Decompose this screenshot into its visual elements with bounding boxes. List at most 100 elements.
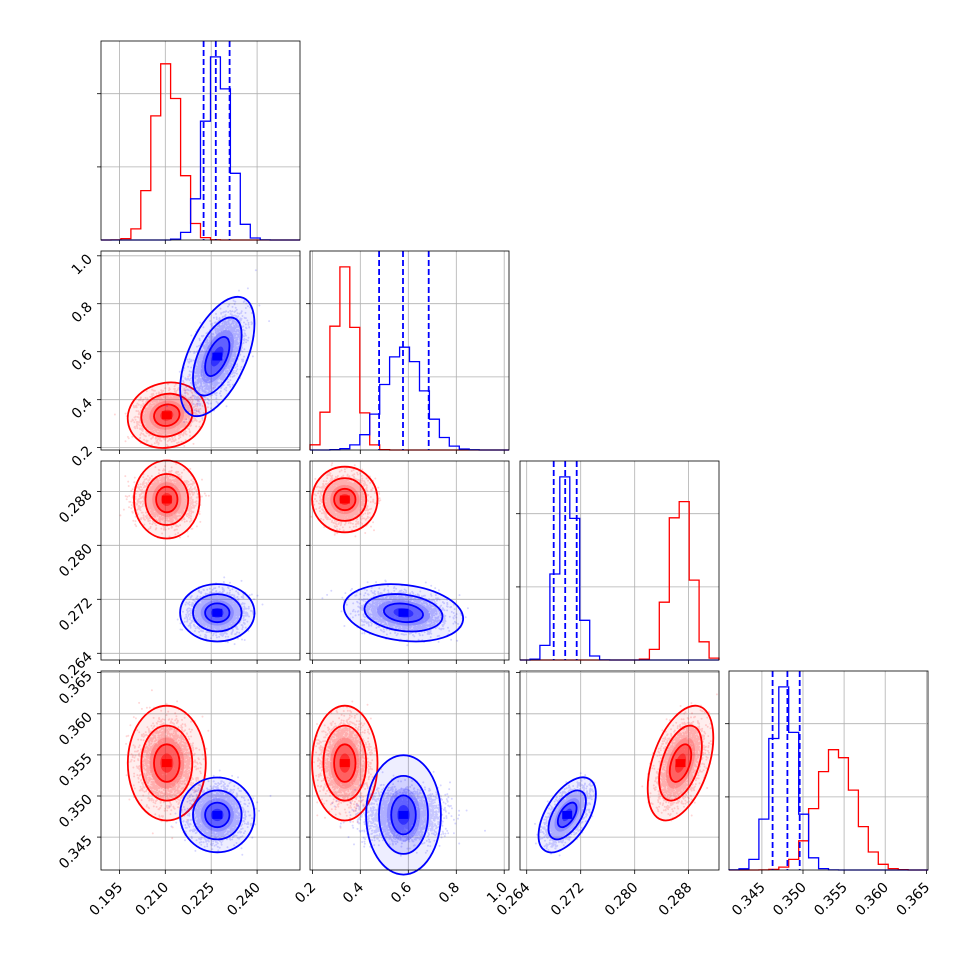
density-peak	[675, 759, 686, 768]
x-tick-label: 0.8	[436, 880, 463, 907]
series-0-panel-1-0-2d	[113, 375, 215, 449]
x-tick-label: 0.210	[132, 880, 172, 920]
contour-line	[179, 583, 256, 643]
panel-frame	[728, 670, 929, 871]
contour-line	[140, 392, 194, 438]
contour-line	[537, 776, 597, 854]
contour-line	[153, 403, 181, 427]
contour-line	[342, 583, 465, 643]
y-tick-label: 0.2	[69, 443, 96, 470]
density-peak	[161, 759, 172, 768]
contour-line	[192, 593, 243, 633]
contour-line	[378, 775, 429, 855]
density-peak	[398, 608, 409, 617]
contour-line	[383, 602, 424, 624]
x-tick-label: 0.288	[656, 880, 696, 920]
panel-3-2	[516, 671, 719, 874]
contour-line	[646, 704, 715, 822]
x-tick-label: 0.345	[729, 880, 769, 920]
x-tick-label: 0.6	[388, 879, 415, 906]
contour-line	[204, 801, 231, 829]
density-peak	[161, 495, 172, 504]
y-tick-label: 1.0	[69, 251, 96, 278]
series-0-panel-3-0-2d	[125, 689, 210, 840]
series-1-panel-3-2-2d	[534, 772, 597, 857]
panel-3-3	[725, 671, 928, 874]
density-peak	[212, 608, 223, 617]
contour-line	[153, 743, 181, 783]
panel-frame	[100, 670, 301, 871]
y-tick-label: 0.360	[56, 709, 96, 749]
density-peak	[398, 810, 409, 819]
contour-line	[390, 794, 417, 836]
x-tick-label: 0.360	[852, 880, 892, 920]
contour-line	[547, 789, 587, 841]
x-tick-label: 0.240	[224, 880, 264, 920]
histogram-series-0-param-3	[729, 749, 928, 871]
panel-0-0	[97, 41, 300, 244]
histogram-series-1-param-1	[310, 346, 509, 451]
density-peak	[212, 810, 223, 819]
y-tick-label: 0.355	[56, 750, 96, 790]
contour-line	[155, 485, 179, 514]
y-tick-label: 0.345	[56, 833, 96, 873]
panel-frame	[100, 460, 301, 661]
y-tick-label: 0.4	[69, 395, 96, 422]
series-1-panel-3-1-2d	[331, 754, 487, 876]
panel-3-0	[97, 671, 300, 874]
series-0-panel-3-1-2d	[311, 700, 383, 829]
series-0-panel-2-0-2d	[119, 459, 210, 540]
y-tick-label: 0.6	[69, 347, 96, 374]
x-tick-label: 0.225	[178, 880, 218, 920]
x-tick-label: 0.350	[770, 880, 810, 920]
y-tick-label: 0.272	[56, 595, 96, 635]
density-peak	[339, 495, 350, 504]
panel-frame	[309, 670, 510, 871]
panel-frame	[309, 250, 510, 451]
contour-line	[204, 336, 231, 377]
panel-frame	[100, 40, 301, 241]
contour-line	[668, 743, 693, 783]
contour-line	[192, 316, 243, 397]
series-0-panel-2-1-2d	[310, 462, 382, 538]
density-peak	[339, 759, 350, 768]
x-tick-label: 0.195	[87, 880, 127, 920]
contour-line	[363, 593, 444, 633]
x-tick-label: 0.2	[292, 880, 319, 907]
contour-line	[333, 487, 357, 512]
y-tick-label: 0.288	[56, 487, 96, 527]
contour-line	[140, 724, 194, 802]
series-1-panel-2-0-2d	[176, 576, 264, 646]
x-tick-label: 0.365	[894, 880, 934, 920]
contour-line	[556, 801, 578, 829]
panel-frame	[100, 250, 301, 451]
panel-background	[310, 461, 509, 660]
contour-line	[365, 754, 442, 876]
scatter-points	[166, 269, 271, 423]
series-1-panel-1-0-2d	[166, 269, 271, 423]
contour-line	[133, 459, 201, 540]
y-tick-label: 0.8	[69, 299, 96, 326]
panel-frame	[309, 460, 510, 661]
density-peak	[212, 352, 223, 361]
density-peak	[161, 411, 172, 420]
density-peak	[562, 810, 573, 819]
panel-frame	[519, 460, 720, 661]
contour-line	[192, 789, 243, 841]
panel-1-1	[306, 251, 509, 454]
y-tick-label: 0.350	[56, 792, 96, 832]
contour-line	[126, 381, 207, 449]
contour-line	[126, 704, 207, 822]
series-1-panel-3-0-2d	[168, 769, 272, 856]
y-tick-label: 0.280	[56, 541, 96, 581]
x-tick-label: 0.4	[340, 879, 367, 906]
series-0-panel-3-2-2d	[641, 693, 718, 822]
panel-2-1	[306, 461, 509, 664]
contour-line	[179, 295, 256, 418]
contour-line	[322, 477, 368, 522]
x-tick-label: 0.280	[602, 880, 642, 920]
contour-line	[179, 776, 256, 854]
contour-line	[658, 724, 703, 802]
x-tick-label: 0.355	[811, 880, 851, 920]
